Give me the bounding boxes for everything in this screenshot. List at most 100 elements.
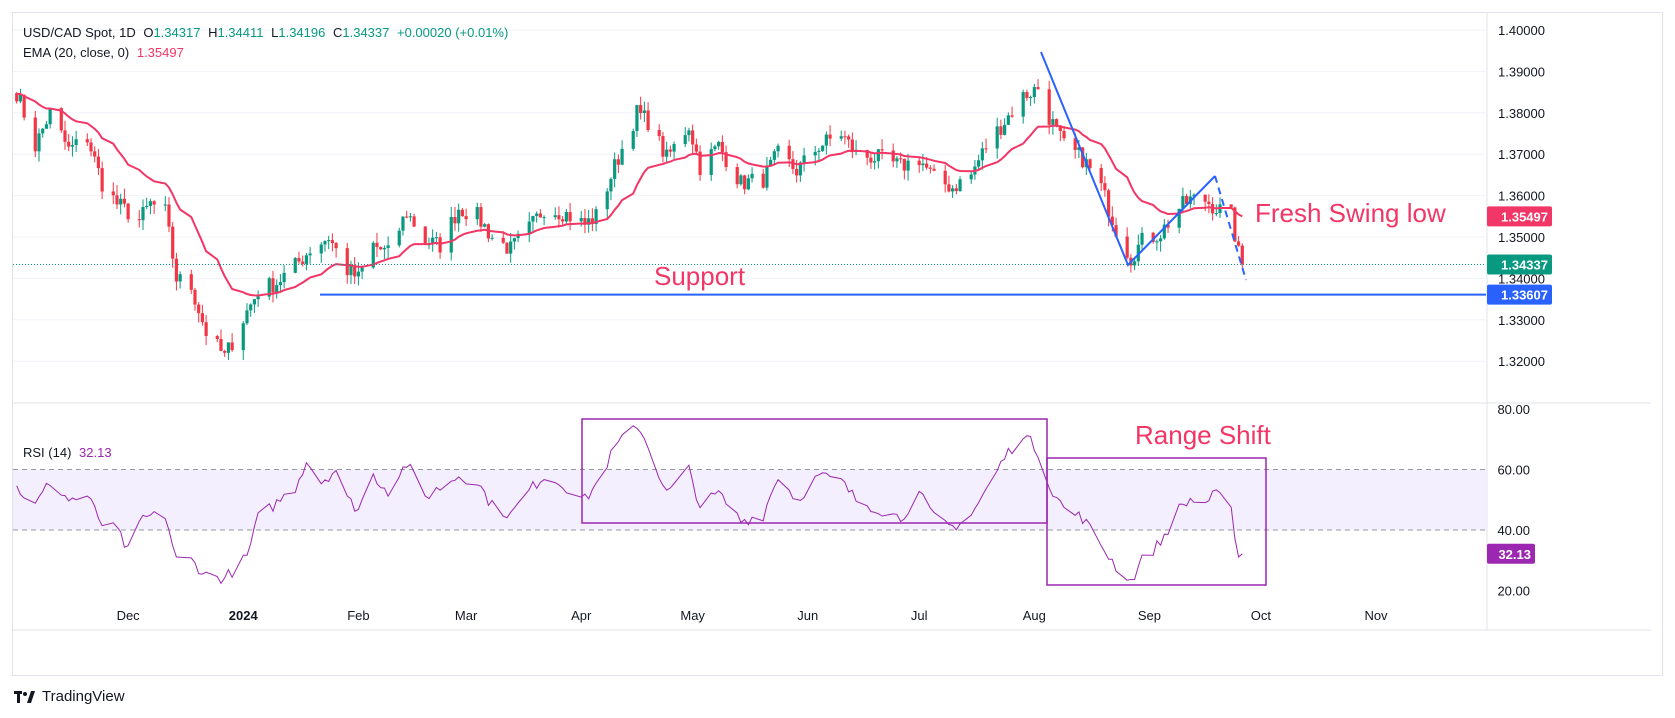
candle	[1021, 89, 1025, 124]
candle	[527, 212, 531, 243]
candle	[977, 154, 981, 171]
candle-body	[137, 219, 141, 221]
candle	[48, 108, 52, 129]
candle-body	[1110, 216, 1114, 226]
candle	[958, 176, 962, 192]
candle	[115, 185, 119, 210]
candle	[917, 157, 921, 173]
candle	[1233, 206, 1237, 243]
candle-body	[145, 205, 149, 208]
candle-body	[1136, 244, 1140, 262]
candle	[145, 197, 149, 210]
candle	[847, 134, 851, 148]
candle-body	[297, 258, 301, 262]
support-price-badge: 1.33607	[1487, 284, 1552, 305]
candle-body	[639, 105, 643, 114]
candle	[301, 255, 305, 267]
candle-body	[717, 141, 721, 147]
candle	[828, 125, 832, 147]
candle	[661, 131, 665, 163]
candle-body	[1025, 92, 1029, 99]
price-tick-label: 1.39000	[1498, 64, 1545, 79]
candle-body	[115, 195, 119, 205]
candle-body	[74, 139, 78, 146]
candle	[854, 140, 858, 156]
candle-body	[746, 178, 750, 190]
candle	[642, 101, 646, 122]
candle-body	[1021, 92, 1025, 117]
candle-body	[947, 184, 951, 192]
candle	[382, 245, 386, 260]
candle-body	[397, 230, 401, 246]
candle-body	[895, 158, 899, 162]
candle	[509, 232, 513, 263]
candle-body	[512, 238, 516, 242]
candle	[96, 149, 101, 175]
candle	[304, 253, 308, 271]
candle-body	[1107, 190, 1111, 217]
candle	[505, 242, 509, 254]
candle	[171, 222, 175, 268]
candle-body	[89, 142, 93, 152]
candle	[1159, 234, 1163, 252]
close-value: 1.34337	[342, 25, 390, 40]
candle-body	[1236, 241, 1241, 246]
candle	[557, 206, 561, 228]
candle-body	[583, 218, 587, 225]
candle-body	[330, 240, 334, 244]
candle	[538, 209, 542, 218]
candle	[460, 207, 464, 217]
candle	[984, 138, 988, 154]
candle	[561, 215, 565, 227]
candle	[631, 128, 635, 151]
candle	[141, 199, 145, 231]
candle-body	[538, 213, 542, 218]
candle-body	[977, 160, 981, 167]
candle	[542, 215, 546, 226]
time-tick-label: Sep	[1138, 608, 1161, 623]
candle-body	[817, 150, 821, 152]
candle-body	[252, 299, 257, 305]
candle-body	[293, 258, 297, 273]
candle	[457, 203, 461, 232]
candle	[932, 164, 936, 172]
candle-body	[193, 289, 197, 305]
candle-body	[813, 151, 817, 156]
candle	[1162, 219, 1166, 240]
candle	[397, 227, 401, 248]
candle	[449, 206, 453, 261]
candle-body	[1103, 183, 1107, 191]
candle-body	[1133, 261, 1137, 266]
candle-body	[527, 221, 531, 234]
candle	[204, 315, 208, 346]
candle-body	[765, 165, 769, 188]
candle-body	[249, 304, 253, 311]
last-price-badge: 1.34337	[1487, 254, 1552, 275]
candle-body	[672, 143, 676, 152]
zigzag-trend-line	[1040, 51, 1216, 267]
candle	[1051, 111, 1055, 135]
candle-body	[943, 170, 947, 185]
candle-body	[509, 241, 513, 254]
candle	[490, 234, 494, 241]
candle	[616, 154, 620, 173]
candle	[252, 299, 257, 313]
candle	[41, 127, 45, 138]
candle-body	[791, 159, 795, 169]
candle-body	[301, 261, 305, 264]
candle-body	[698, 151, 702, 175]
candle-body	[980, 148, 984, 161]
candle-body	[568, 212, 572, 222]
candle-body	[431, 237, 435, 245]
tradingview-brand[interactable]: TradingView	[14, 688, 125, 705]
candle-body	[620, 148, 624, 165]
time-tick-label: Jul	[911, 608, 928, 623]
candle-body	[1036, 87, 1040, 90]
candle-body	[67, 141, 71, 147]
candle-body	[657, 130, 661, 136]
candle-body	[226, 342, 231, 353]
candle-body	[928, 167, 932, 169]
candle	[553, 207, 557, 220]
candle-body	[382, 247, 386, 250]
